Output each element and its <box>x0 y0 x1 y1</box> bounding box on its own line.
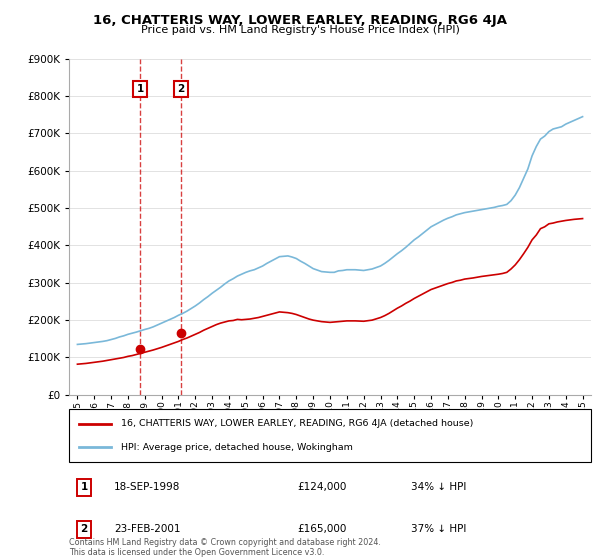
Text: 16, CHATTERIS WAY, LOWER EARLEY, READING, RG6 4JA: 16, CHATTERIS WAY, LOWER EARLEY, READING… <box>93 14 507 27</box>
FancyBboxPatch shape <box>69 409 591 462</box>
Text: £124,000: £124,000 <box>297 482 346 492</box>
Text: Price paid vs. HM Land Registry's House Price Index (HPI): Price paid vs. HM Land Registry's House … <box>140 25 460 35</box>
Text: Contains HM Land Registry data © Crown copyright and database right 2024.
This d: Contains HM Land Registry data © Crown c… <box>69 538 381 557</box>
Text: 2: 2 <box>80 524 88 534</box>
Text: 34% ↓ HPI: 34% ↓ HPI <box>411 482 466 492</box>
Text: 16, CHATTERIS WAY, LOWER EARLEY, READING, RG6 4JA (detached house): 16, CHATTERIS WAY, LOWER EARLEY, READING… <box>121 419 473 428</box>
Text: HPI: Average price, detached house, Wokingham: HPI: Average price, detached house, Woki… <box>121 442 353 451</box>
Text: 37% ↓ HPI: 37% ↓ HPI <box>411 524 466 534</box>
Text: £165,000: £165,000 <box>297 524 346 534</box>
Text: 23-FEB-2001: 23-FEB-2001 <box>114 524 181 534</box>
Text: 2: 2 <box>178 83 185 94</box>
Text: 1: 1 <box>136 83 143 94</box>
Text: 1: 1 <box>80 482 88 492</box>
Text: 18-SEP-1998: 18-SEP-1998 <box>114 482 181 492</box>
